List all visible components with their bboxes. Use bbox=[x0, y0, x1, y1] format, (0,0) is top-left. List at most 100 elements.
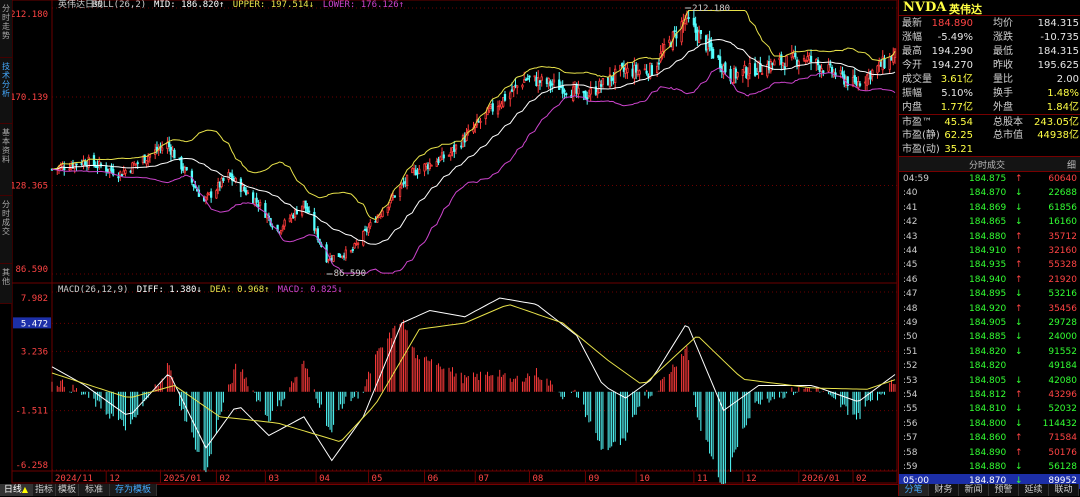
candle bbox=[773, 58, 776, 66]
quote-value: 1.84亿 bbox=[1046, 102, 1079, 113]
legend-item: 英伟达日线 bbox=[58, 0, 103, 10]
candle bbox=[369, 219, 372, 230]
candle bbox=[538, 79, 542, 90]
quote-row: 振幅 5.10% 换手 1.48% bbox=[899, 86, 1080, 101]
candle bbox=[87, 154, 90, 171]
tick-volume: 43296 bbox=[1048, 390, 1077, 400]
tick-row: :48 184.920 ↑ 35456 bbox=[899, 302, 1080, 317]
candle bbox=[430, 164, 433, 167]
candle bbox=[61, 161, 64, 171]
candle bbox=[341, 255, 344, 259]
tab-standard[interactable]: 标准 bbox=[79, 484, 110, 496]
tick-volume: 52032 bbox=[1048, 404, 1077, 415]
chart-area[interactable]: 212.180 170.139 128.365 86.590 7.982 5.472 3.2… bbox=[0, 0, 898, 496]
side-tab-1[interactable]: 技术分析 bbox=[0, 58, 12, 124]
candle bbox=[185, 166, 188, 171]
candle bbox=[808, 52, 811, 64]
candle bbox=[307, 206, 311, 214]
candle bbox=[631, 62, 634, 79]
boll-mid-line bbox=[51, 38, 896, 245]
candle bbox=[521, 83, 524, 90]
tab-indicator[interactable]: 指标 bbox=[33, 484, 56, 496]
tick-price: 184.865 bbox=[969, 217, 1007, 228]
candle bbox=[675, 26, 678, 47]
candle bbox=[687, 10, 690, 23]
candle bbox=[533, 75, 536, 82]
tab-daily[interactable]: 日线▲ bbox=[0, 484, 33, 496]
candle bbox=[414, 165, 417, 176]
tick-row: :40 184.870 ↓ 22688 bbox=[899, 186, 1080, 201]
tick-time: :52 bbox=[903, 361, 918, 372]
side-tab-2[interactable]: 基本资料 bbox=[0, 124, 12, 196]
tick-volume: 53216 bbox=[1048, 289, 1077, 300]
candle bbox=[257, 199, 260, 212]
quote-row: 内盘 1.77亿 外盘 1.84亿 bbox=[899, 100, 1080, 115]
legend-item: MID: 186.820↑ bbox=[154, 0, 224, 10]
tab-template[interactable]: 模板 bbox=[56, 484, 79, 496]
price-axis-label: 212.180 bbox=[10, 10, 48, 20]
tick-price: 184.895 bbox=[969, 289, 1007, 300]
candle bbox=[110, 163, 113, 174]
right-tab-5[interactable]: 联动 bbox=[1049, 484, 1079, 496]
candle bbox=[306, 203, 309, 213]
tick-time: :59 bbox=[903, 462, 918, 472]
side-tab-0[interactable]: 分时走势 bbox=[0, 0, 12, 58]
right-tab-4[interactable]: 延续 bbox=[1019, 484, 1049, 496]
tick-row: :46 184.940 ↑ 21920 bbox=[899, 273, 1080, 288]
candle bbox=[587, 89, 591, 99]
right-tab-3[interactable]: 预警 bbox=[989, 484, 1019, 496]
date-axis-label: 02 bbox=[856, 474, 867, 484]
candle bbox=[780, 51, 783, 71]
candle bbox=[439, 155, 442, 162]
candle bbox=[755, 67, 758, 76]
candle bbox=[418, 165, 421, 175]
quote-label: 总市值 bbox=[993, 130, 1023, 141]
tick-direction-icon: ↓ bbox=[1015, 289, 1023, 300]
candle bbox=[208, 192, 211, 196]
candle bbox=[802, 54, 806, 63]
tab-save-template[interactable]: 存为模板 bbox=[110, 484, 157, 496]
ticks-detail-toggle[interactable]: 细 bbox=[1067, 161, 1077, 171]
candle bbox=[258, 199, 262, 211]
candle bbox=[168, 136, 171, 152]
candle bbox=[120, 173, 124, 177]
quote-value: 184.890 bbox=[931, 18, 973, 29]
tick-row: :54 184.812 ↑ 43296 bbox=[899, 388, 1080, 403]
candle bbox=[484, 112, 487, 125]
candle bbox=[463, 132, 466, 147]
legend-item: LOWER: 176.126↑ bbox=[323, 0, 404, 10]
right-tab-1[interactable]: 财务 bbox=[929, 484, 959, 496]
candlestick-series bbox=[50, 10, 897, 264]
date-axis-label: 04 bbox=[319, 474, 330, 484]
date-axis-label: 07 bbox=[478, 474, 489, 484]
candle bbox=[143, 154, 146, 164]
quote-header: NVDA 英伟达 bbox=[899, 0, 1080, 16]
candle bbox=[426, 162, 430, 175]
candle bbox=[869, 70, 872, 85]
tick-row: :58 184.890 ↑ 50176 bbox=[899, 446, 1080, 461]
right-tab-0[interactable]: 分笔 bbox=[899, 484, 929, 496]
quote-label: 成交量 bbox=[902, 74, 932, 85]
right-tab-2[interactable]: 新闻 bbox=[959, 484, 989, 496]
candle bbox=[692, 10, 696, 28]
tick-row: :56 184.800 ↓ 114432 bbox=[899, 417, 1080, 432]
candle bbox=[356, 241, 360, 249]
quote-value: 184.315 bbox=[1037, 46, 1079, 57]
quote-value: 62.25 bbox=[944, 130, 973, 141]
candle bbox=[767, 55, 771, 74]
candle bbox=[182, 163, 185, 173]
candle bbox=[416, 167, 419, 179]
date-axis-label: 12 bbox=[746, 474, 757, 484]
tick-volume: 32160 bbox=[1048, 246, 1077, 256]
candle bbox=[388, 202, 391, 211]
candle bbox=[794, 45, 797, 60]
tick-time: 04:59 bbox=[903, 174, 929, 184]
candle bbox=[351, 246, 354, 253]
tick-time: :58 bbox=[903, 447, 918, 458]
side-tab-4[interactable]: 其他 bbox=[0, 264, 12, 304]
side-tab-3[interactable]: 分时成交 bbox=[0, 196, 12, 264]
candle bbox=[428, 158, 431, 171]
candle bbox=[878, 57, 881, 72]
candle bbox=[192, 184, 195, 191]
date-axis-label: 2024/11 bbox=[55, 474, 93, 484]
